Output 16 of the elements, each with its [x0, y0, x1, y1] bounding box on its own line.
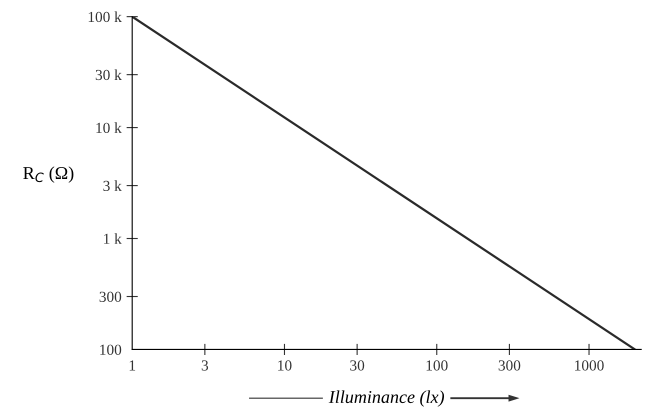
y-axis-title: R$_{C}$ (Ω): [23, 166, 74, 183]
x-tick-label: 3: [202, 360, 208, 371]
x-tick-label: 1000: [575, 360, 604, 371]
y-tick-label: 300: [100, 292, 122, 302]
y-tick-label: 100 k: [88, 11, 122, 22]
y-tick-label: 1 k: [104, 233, 122, 244]
y-tick-label: 10 k: [96, 122, 122, 134]
y-tick-label: 3 k: [103, 180, 122, 192]
x-tick-label: 10: [278, 360, 292, 371]
x-axis-title: Illuminance (lx): [328, 390, 444, 407]
x-tick-label: 100: [426, 360, 448, 371]
x-tick-label: 30: [350, 360, 364, 371]
y-tick-label: 30 k: [96, 69, 122, 80]
x-tick-label: 1: [130, 360, 136, 370]
x-tick-label: 300: [498, 360, 520, 371]
y-tick-label: 100: [100, 344, 122, 355]
